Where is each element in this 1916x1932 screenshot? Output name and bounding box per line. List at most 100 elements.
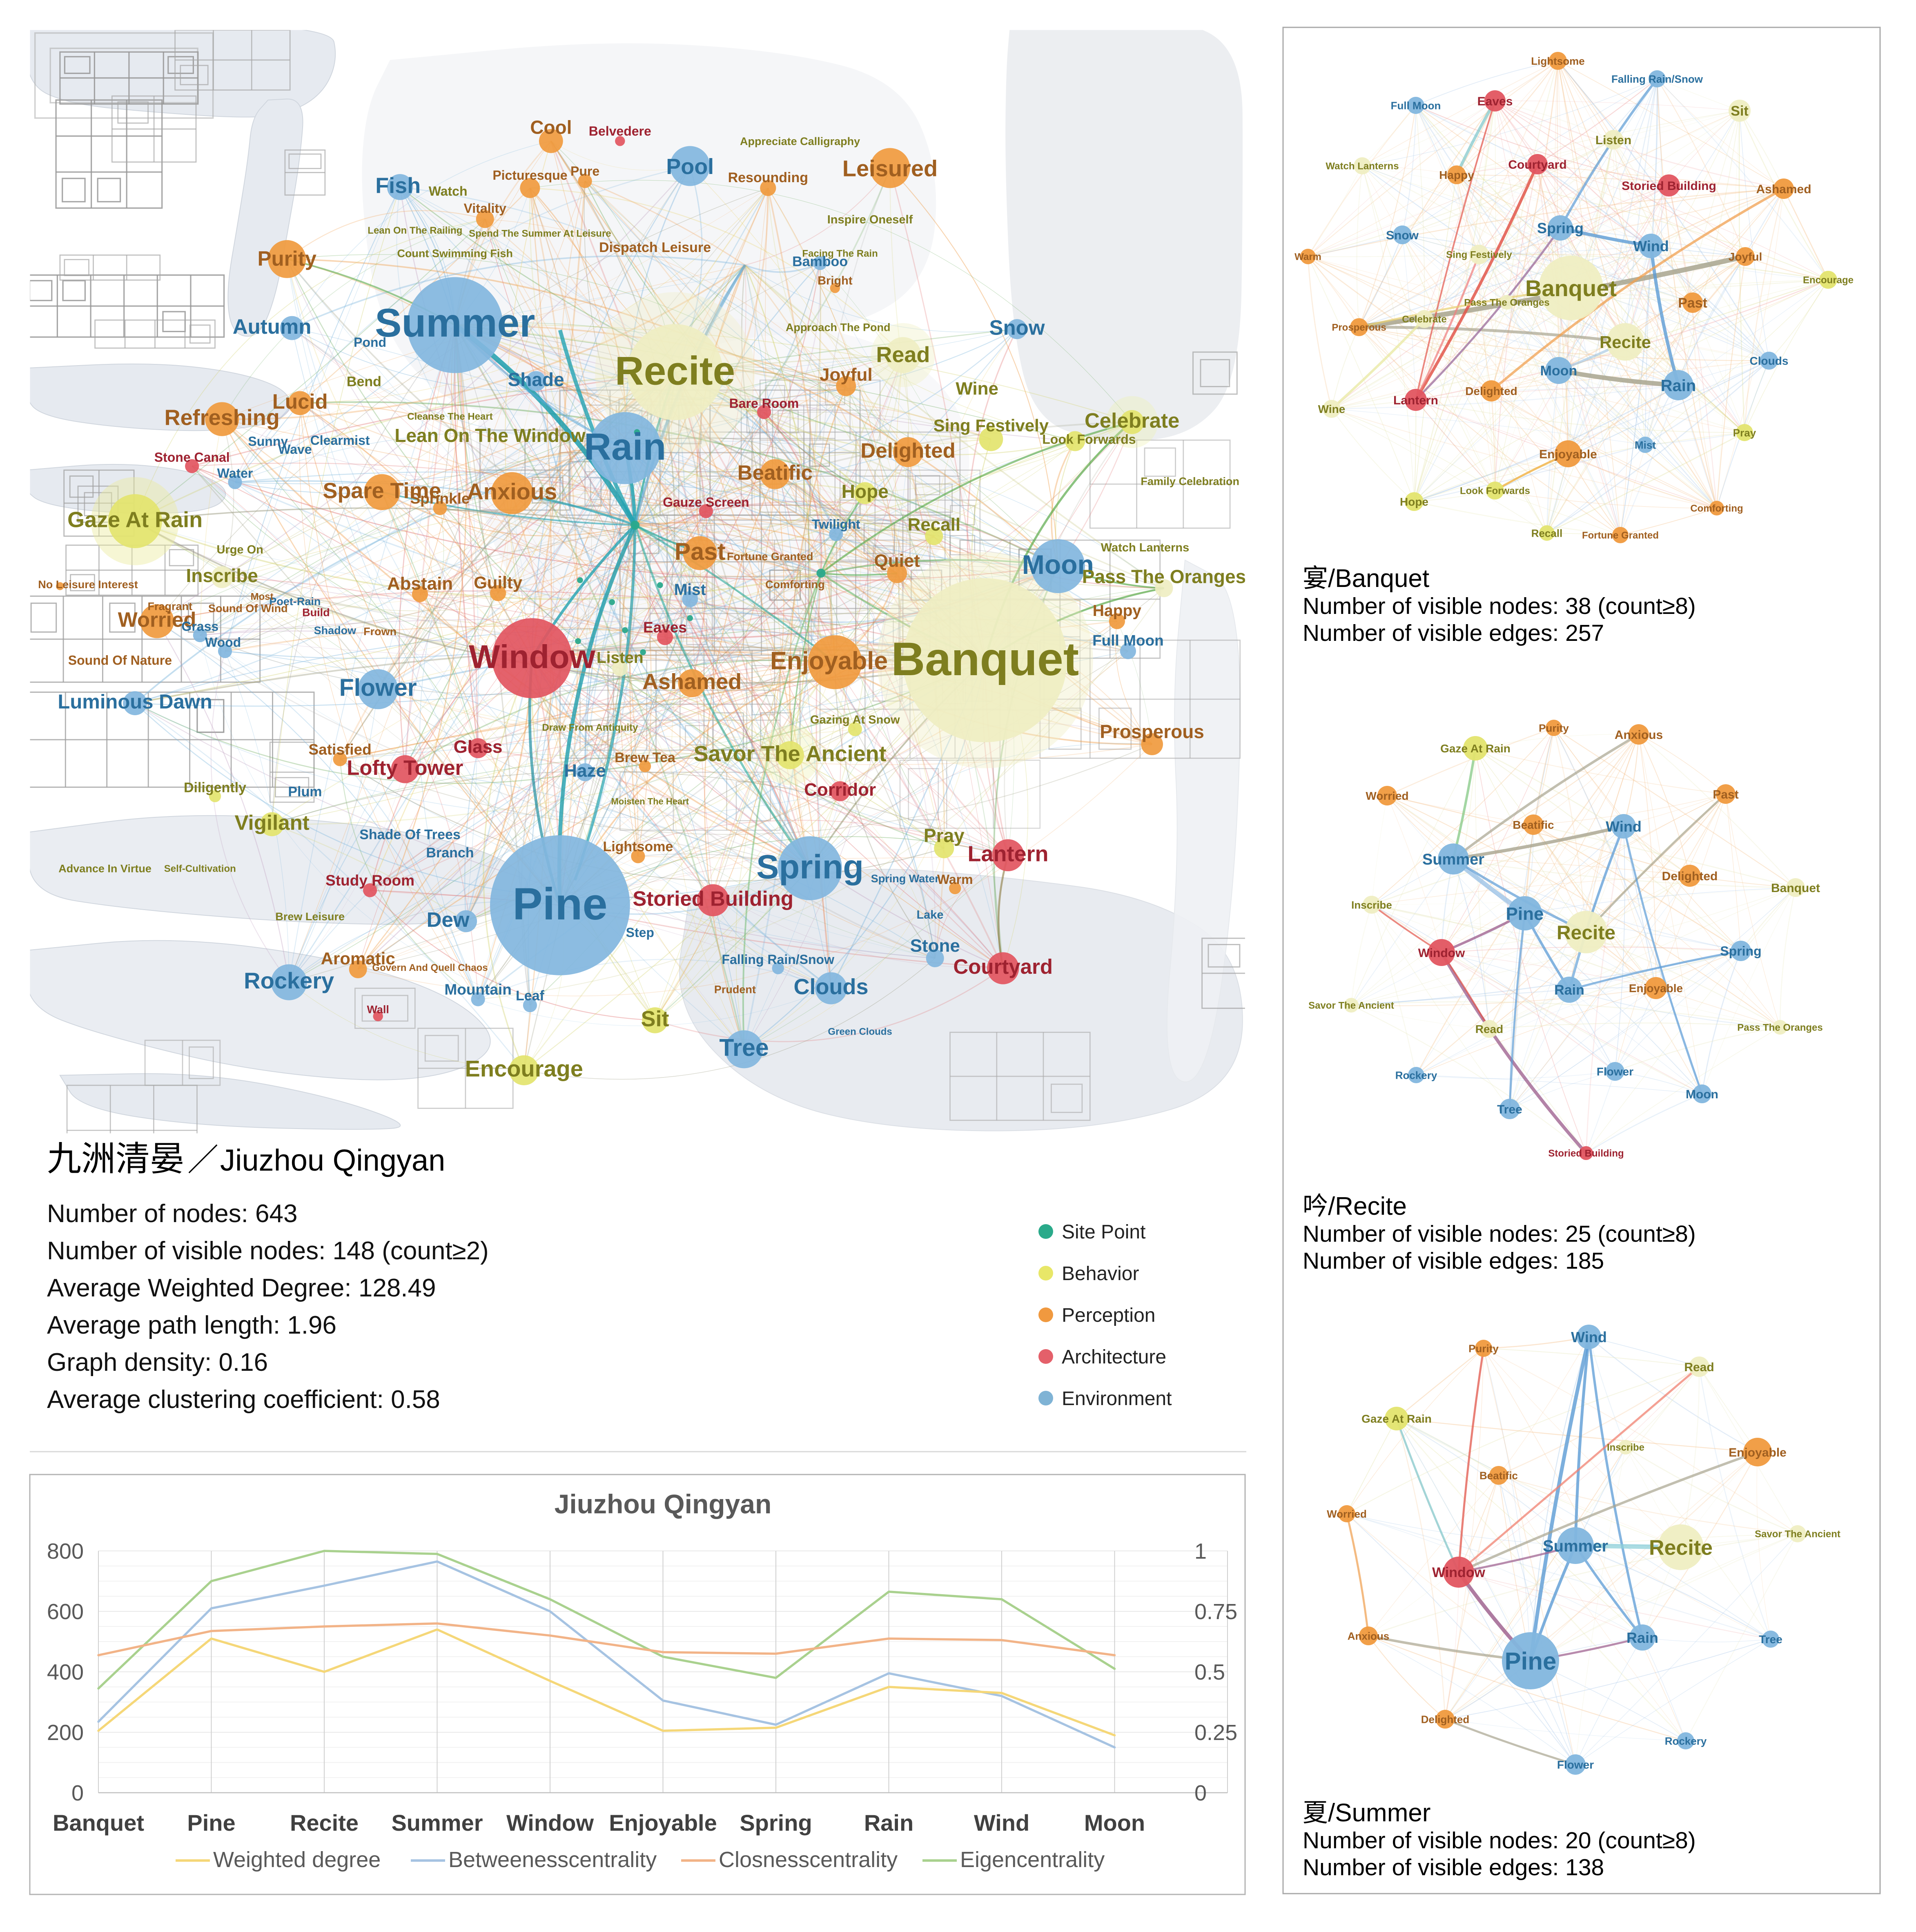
svg-text:Warm: Warm bbox=[937, 872, 973, 887]
svg-text:Pool: Pool bbox=[666, 154, 714, 179]
svg-text:Pine: Pine bbox=[512, 879, 607, 929]
svg-text:Beatific: Beatific bbox=[737, 461, 813, 484]
svg-text:Ashamed: Ashamed bbox=[642, 669, 742, 694]
svg-text:Govern And Quell Chaos: Govern And Quell Chaos bbox=[372, 962, 488, 973]
svg-text:Delighted: Delighted bbox=[860, 439, 955, 462]
svg-text:Watch Lanterns: Watch Lanterns bbox=[1326, 161, 1399, 172]
svg-text:Bare Room: Bare Room bbox=[729, 396, 799, 410]
svg-text:Gaze At Rain: Gaze At Rain bbox=[1440, 742, 1511, 755]
svg-text:Wood: Wood bbox=[205, 635, 241, 650]
svg-text:Inscribe: Inscribe bbox=[1351, 899, 1392, 911]
svg-text:吟/Recite: 吟/Recite bbox=[1303, 1192, 1407, 1220]
svg-text:Inscribe: Inscribe bbox=[186, 565, 258, 586]
svg-text:No Leisure Interest: No Leisure Interest bbox=[38, 578, 138, 591]
svg-text:Look Forwards: Look Forwards bbox=[1460, 486, 1530, 497]
svg-text:夏/Summer: 夏/Summer bbox=[1303, 1799, 1430, 1827]
svg-text:Glass: Glass bbox=[454, 737, 503, 757]
svg-text:Rain: Rain bbox=[584, 426, 666, 468]
svg-text:Beatific: Beatific bbox=[1479, 1469, 1518, 1481]
svg-text:Savor The Ancient: Savor The Ancient bbox=[1308, 1000, 1394, 1011]
svg-text:Banquet: Banquet bbox=[1771, 881, 1820, 895]
svg-text:Aromatic: Aromatic bbox=[321, 949, 395, 968]
svg-text:Enjoyable: Enjoyable bbox=[1629, 982, 1683, 995]
svg-text:Haze: Haze bbox=[564, 761, 606, 781]
svg-text:Purity: Purity bbox=[1468, 1342, 1499, 1354]
svg-text:Wind: Wind bbox=[1606, 818, 1642, 835]
svg-text:Happy: Happy bbox=[1439, 169, 1474, 181]
svg-text:Perception: Perception bbox=[1062, 1305, 1155, 1326]
svg-text:Site Point: Site Point bbox=[1062, 1221, 1145, 1243]
svg-text:Guilty: Guilty bbox=[474, 573, 523, 592]
svg-text:Falling Rain/Snow: Falling Rain/Snow bbox=[1611, 73, 1703, 85]
svg-text:Rockery: Rockery bbox=[1395, 1069, 1437, 1081]
svg-text:Lofty Tower: Lofty Tower bbox=[347, 756, 463, 779]
svg-text:Average path length: 1.96: Average path length: 1.96 bbox=[47, 1311, 336, 1339]
svg-text:Spare Time: Spare Time bbox=[323, 478, 441, 503]
svg-text:Snow: Snow bbox=[989, 316, 1045, 339]
svg-text:Inspire Oneself: Inspire Oneself bbox=[827, 213, 913, 226]
svg-text:Look Forwards: Look Forwards bbox=[1042, 432, 1136, 447]
svg-text:Watch Lanterns: Watch Lanterns bbox=[1101, 541, 1189, 554]
svg-text:Sunny: Sunny bbox=[248, 434, 288, 448]
svg-text:Summer: Summer bbox=[1543, 1537, 1608, 1555]
svg-text:0: 0 bbox=[71, 1781, 84, 1805]
svg-text:Refreshing: Refreshing bbox=[165, 406, 280, 430]
svg-text:Number of nodes: 643: Number of nodes: 643 bbox=[47, 1200, 298, 1228]
svg-text:Summer: Summer bbox=[1422, 851, 1484, 868]
svg-text:Frown: Frown bbox=[363, 625, 397, 638]
svg-text:Storied Building: Storied Building bbox=[633, 887, 793, 910]
svg-text:600: 600 bbox=[47, 1600, 84, 1624]
svg-text:Enjoyable: Enjoyable bbox=[1539, 448, 1597, 461]
svg-text:Clouds: Clouds bbox=[794, 975, 869, 999]
svg-text:Read: Read bbox=[1684, 1361, 1714, 1374]
svg-text:200: 200 bbox=[47, 1720, 84, 1745]
svg-text:Savor The Ancient: Savor The Ancient bbox=[694, 741, 887, 766]
svg-text:Architecture: Architecture bbox=[1062, 1346, 1166, 1368]
svg-text:Lake: Lake bbox=[916, 908, 943, 921]
svg-text:Count Swimming Fish: Count Swimming Fish bbox=[397, 247, 513, 259]
svg-text:Autumn: Autumn bbox=[233, 315, 312, 338]
svg-text:Mountain: Mountain bbox=[444, 981, 511, 998]
svg-text:Diligently: Diligently bbox=[184, 780, 246, 796]
svg-text:Resounding: Resounding bbox=[728, 170, 808, 185]
svg-text:Full Moon: Full Moon bbox=[1391, 99, 1441, 112]
svg-text:Shadow: Shadow bbox=[314, 625, 357, 637]
svg-text:Eaves: Eaves bbox=[643, 619, 687, 636]
svg-text:Rain: Rain bbox=[864, 1810, 913, 1836]
svg-text:Summer: Summer bbox=[375, 300, 535, 345]
svg-text:Inscribe: Inscribe bbox=[1607, 1442, 1644, 1453]
svg-text:Betweenesscentrality: Betweenesscentrality bbox=[448, 1847, 657, 1872]
svg-text:Lightsome: Lightsome bbox=[1531, 55, 1584, 67]
svg-text:Prosperous: Prosperous bbox=[1332, 322, 1386, 333]
svg-text:宴/Banquet: 宴/Banquet bbox=[1303, 564, 1429, 593]
svg-text:Branch: Branch bbox=[426, 845, 474, 861]
svg-text:Spring: Spring bbox=[756, 848, 864, 886]
svg-text:Sing Festively: Sing Festively bbox=[933, 416, 1049, 435]
svg-text:Window: Window bbox=[1418, 946, 1465, 960]
svg-text:Cool: Cool bbox=[530, 117, 572, 138]
svg-text:Pine: Pine bbox=[1505, 1648, 1557, 1675]
svg-text:Flower: Flower bbox=[1557, 1758, 1594, 1771]
svg-text:Moon: Moon bbox=[1686, 1088, 1718, 1101]
svg-text:Celebrate: Celebrate bbox=[1085, 409, 1179, 432]
svg-text:Weighted degree: Weighted degree bbox=[213, 1847, 381, 1872]
svg-text:Quiet: Quiet bbox=[874, 551, 920, 571]
svg-text:Enjoyable: Enjoyable bbox=[609, 1810, 717, 1836]
svg-text:Past: Past bbox=[675, 538, 726, 565]
svg-text:Recite: Recite bbox=[1649, 1536, 1713, 1560]
svg-text:Prudent: Prudent bbox=[714, 984, 756, 996]
svg-text:Gaze At Rain: Gaze At Rain bbox=[1361, 1412, 1432, 1425]
svg-text:Rain: Rain bbox=[1661, 377, 1696, 395]
svg-text:Rockery: Rockery bbox=[1665, 1735, 1707, 1747]
svg-text:Storied Building: Storied Building bbox=[1548, 1148, 1624, 1159]
svg-text:Green Clouds: Green Clouds bbox=[828, 1026, 892, 1037]
svg-text:Joyful: Joyful bbox=[1729, 250, 1762, 263]
svg-text:Wine: Wine bbox=[1318, 403, 1346, 415]
svg-text:Joyful: Joyful bbox=[820, 365, 873, 385]
svg-text:Step: Step bbox=[626, 925, 654, 940]
svg-text:Build: Build bbox=[302, 606, 330, 618]
svg-text:Stone Canal: Stone Canal bbox=[154, 450, 230, 465]
svg-text:Picturesque: Picturesque bbox=[492, 168, 567, 183]
svg-text:Urge On: Urge On bbox=[216, 543, 263, 556]
svg-text:Pine: Pine bbox=[1506, 904, 1544, 924]
